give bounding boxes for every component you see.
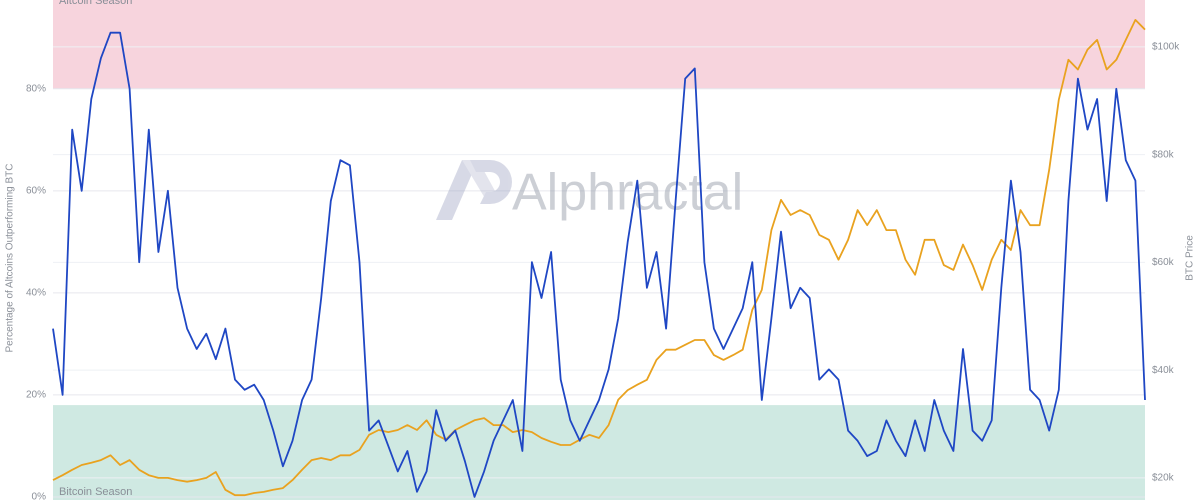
series-line — [52, 31, 1146, 498]
grid — [53, 46, 1145, 498]
watermark: Alphractal — [512, 164, 743, 222]
bands — [53, 0, 1145, 500]
watermark-logo — [436, 160, 512, 220]
y2-tick-label: $80k — [1152, 149, 1175, 160]
lines — [52, 19, 1146, 498]
y-tick-label: 40% — [26, 287, 46, 298]
y2-tick-label: $40k — [1152, 365, 1175, 376]
bitcoin-season-band — [53, 405, 1145, 500]
y2-tick-label: $100k — [1152, 42, 1180, 53]
altcoin-season-band — [53, 0, 1145, 89]
y2-axis-title: BTC Price — [1185, 235, 1196, 281]
y-tick-label: 20% — [26, 390, 46, 401]
y2-tick-label: $60k — [1152, 257, 1175, 268]
band-label: Altcoin Season — [59, 0, 132, 7]
band-label: Bitcoin Season — [59, 486, 132, 498]
labels: Altcoin Season Bitcoin Season 0% 20% 40% 60% 8… — [26, 0, 1180, 500]
y-tick-label: 60% — [26, 185, 46, 196]
y2-tick-label: $20k — [1152, 473, 1175, 484]
logo-shape — [436, 160, 478, 220]
y-axis-title: Percentage of Altcoins Outperforming BTC — [5, 164, 16, 353]
series-line — [52, 19, 1146, 497]
y-tick-label: 80% — [26, 83, 46, 94]
y-tick-label: 0% — [32, 492, 47, 500]
logo-shape — [470, 160, 512, 204]
logo-shape — [462, 160, 500, 200]
